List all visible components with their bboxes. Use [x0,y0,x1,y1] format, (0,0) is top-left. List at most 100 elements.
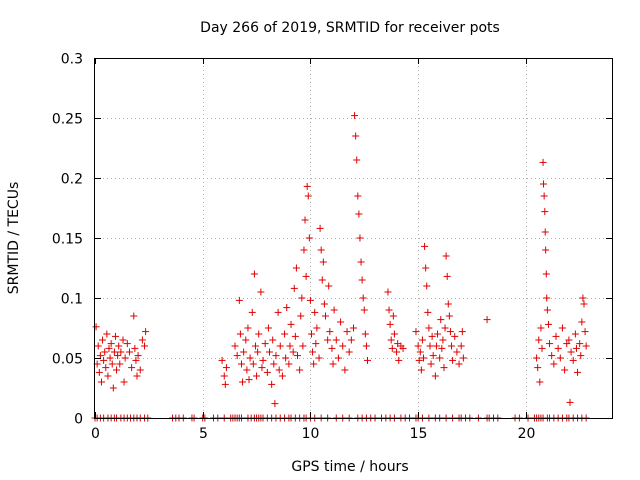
data-point [285,360,293,368]
data-point [364,356,372,364]
data-point [102,364,110,372]
data-point [439,336,447,344]
x-tick-labels: 0 5 10 15 20 [91,426,535,442]
data-point [448,342,456,350]
data-point [561,366,569,374]
data-point [355,210,363,218]
data-point [254,348,262,356]
x-axis-label: GPS time / hours [291,459,408,475]
data-point [104,372,112,380]
data-point [321,312,329,320]
data-point [578,318,586,326]
data-point [235,296,243,304]
data-point [286,342,294,350]
data-point [291,332,299,340]
data-point [310,360,318,368]
data-point [249,360,257,368]
data-point [278,372,286,380]
data-point [535,336,543,344]
data-point [221,380,229,388]
data-point [444,300,452,308]
x-tick-label: 20 [518,426,536,442]
data-point [347,336,355,344]
data-point [101,348,109,356]
data-point [131,344,139,352]
data-point [105,344,113,352]
data-point [325,282,333,290]
data-point [540,192,548,200]
data-point [110,348,118,356]
data-point [107,340,115,348]
y-tick-label: 0.2 [61,172,83,188]
data-point [337,318,345,326]
data-point [261,340,269,348]
data-point [384,288,392,296]
data-point [299,342,307,350]
data-point [582,342,590,350]
data-point [417,366,425,374]
y-tick-label: 0.25 [52,112,83,128]
data-point [296,366,304,374]
data-point [436,354,444,362]
data-point [339,342,347,350]
x-tick-label: 10 [302,426,320,442]
data-point [100,356,108,364]
data-point [237,360,245,368]
data-point [443,272,451,280]
data-point [257,288,265,296]
data-point [415,356,423,364]
data-point [446,328,454,336]
data-point [356,234,364,242]
data-point [132,356,140,364]
data-point [569,356,577,364]
data-point [445,312,453,320]
data-point [434,330,442,338]
data-point [438,344,446,352]
data-point [395,356,403,364]
data-point [293,352,301,360]
data-point [233,352,241,360]
data-point [239,378,247,386]
data-point [576,340,584,348]
data-point [451,332,459,340]
data-point [142,328,150,336]
data-point [271,400,279,408]
chart-title: Day 266 of 2019, SRMTID for receiver pot… [200,20,500,36]
data-point [574,368,582,376]
data-point [250,270,258,278]
data-point [537,324,545,332]
data-point [92,323,100,331]
data-point [389,312,397,320]
data-point [541,208,549,216]
data-point [316,224,324,232]
data-point [543,294,551,302]
data-point [548,352,556,360]
data-point [222,364,230,372]
data-point [459,354,467,362]
data-point [248,308,256,316]
data-point [311,308,319,316]
x-tick-label: 15 [410,426,428,442]
data-point [303,182,311,190]
data-point [334,354,342,362]
data-point [425,324,433,332]
data-point [119,336,127,344]
data-point [440,364,448,372]
data-point [542,270,550,278]
data-point [358,276,366,284]
data-point [270,360,278,368]
data-point [259,356,267,364]
y-tick-labels: 0 0.05 0.1 0.15 0.2 0.25 0.3 [52,52,83,428]
data-point [534,364,542,372]
data-point [236,330,244,338]
data-point [240,348,248,356]
data-point [97,378,105,386]
data-point [300,246,308,254]
data-point [328,344,336,352]
data-point [390,330,398,338]
data-point [577,352,585,360]
data-point [290,284,298,292]
data-point [385,306,393,314]
data-point [220,372,228,380]
data-point [320,300,328,308]
